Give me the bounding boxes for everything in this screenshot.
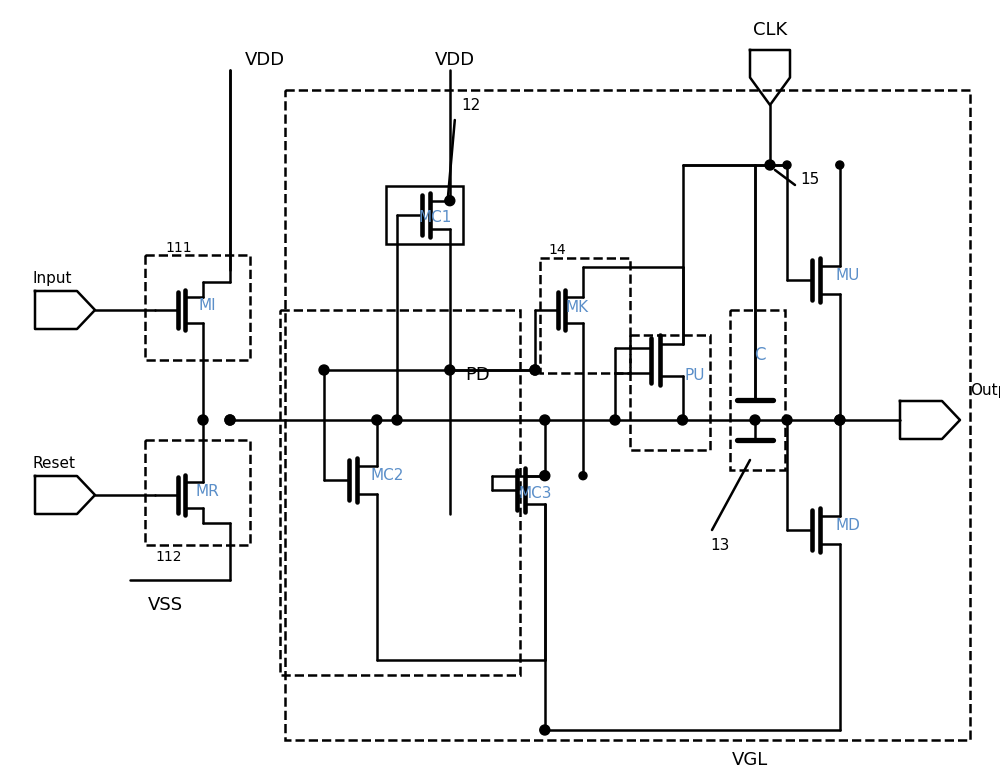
Text: 13: 13	[710, 537, 729, 553]
Text: 14: 14	[548, 243, 566, 257]
Bar	[285, 90, 970, 740]
Circle shape	[530, 365, 540, 375]
Bar	[280, 310, 520, 675]
Bar	[386, 186, 463, 244]
Circle shape	[319, 365, 329, 375]
Circle shape	[836, 161, 844, 169]
Text: MR: MR	[195, 483, 219, 499]
Circle shape	[445, 365, 455, 375]
Circle shape	[540, 415, 550, 425]
Bar	[730, 310, 785, 470]
Circle shape	[540, 471, 550, 481]
Text: 112: 112	[155, 550, 182, 564]
Circle shape	[765, 160, 775, 170]
Text: Input: Input	[33, 270, 72, 286]
Bar	[145, 440, 250, 545]
Text: MC1: MC1	[418, 210, 452, 225]
Bar	[630, 335, 710, 450]
Circle shape	[782, 415, 792, 425]
Circle shape	[835, 415, 845, 425]
Text: PD: PD	[465, 366, 490, 384]
Circle shape	[750, 415, 760, 425]
Circle shape	[783, 161, 791, 169]
Text: MI: MI	[198, 298, 216, 313]
Circle shape	[540, 725, 550, 735]
Circle shape	[835, 415, 845, 425]
Circle shape	[445, 196, 455, 206]
Bar	[145, 255, 250, 360]
Text: MU: MU	[836, 269, 860, 283]
Text: CLK: CLK	[753, 21, 787, 39]
Text: VDD: VDD	[245, 51, 285, 69]
Text: MD: MD	[836, 518, 860, 533]
Circle shape	[610, 415, 620, 425]
Circle shape	[678, 415, 688, 425]
Text: VDD: VDD	[435, 51, 475, 69]
Text: VSS: VSS	[147, 596, 183, 614]
Text: 15: 15	[800, 172, 819, 187]
Text: MK: MK	[565, 301, 589, 316]
Circle shape	[579, 471, 587, 480]
Text: MC2: MC2	[370, 468, 404, 483]
Circle shape	[372, 415, 382, 425]
Text: Reset: Reset	[33, 456, 76, 471]
Circle shape	[530, 365, 540, 375]
Text: PU: PU	[685, 367, 705, 383]
Text: C: C	[754, 346, 766, 364]
Text: 111: 111	[165, 241, 192, 255]
Text: Output: Output	[970, 383, 1000, 398]
Text: 12: 12	[462, 98, 481, 113]
Text: MC3: MC3	[518, 486, 552, 501]
Circle shape	[225, 415, 235, 425]
Text: VGL: VGL	[732, 751, 768, 769]
Circle shape	[198, 415, 208, 425]
Circle shape	[392, 415, 402, 425]
Circle shape	[225, 415, 235, 425]
Bar	[540, 258, 630, 373]
